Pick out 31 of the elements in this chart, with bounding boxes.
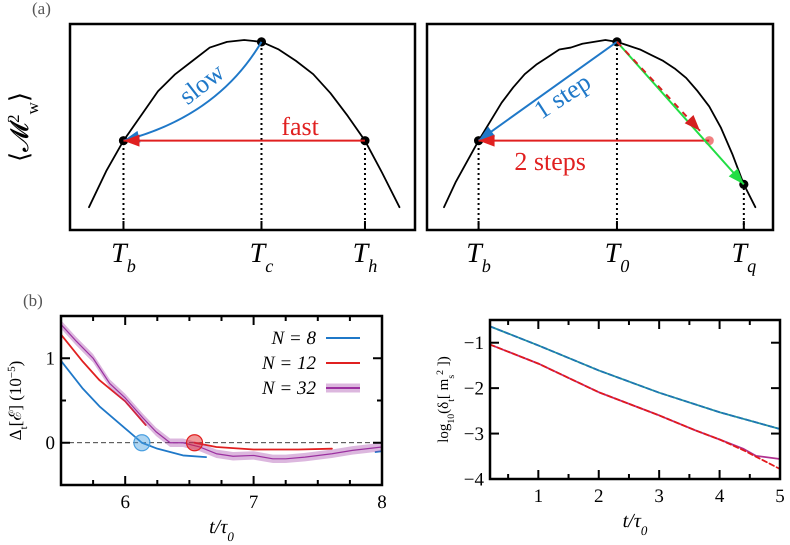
chart-title: (b) [23,291,43,310]
x-tick-label: 8 [377,492,387,513]
x-tick-label: 2 [594,486,604,507]
x-axis-title: t/τ$_{0}$ [622,510,648,538]
annotation: fast [281,112,320,142]
x-tick-label: 6 [120,492,130,513]
annotation: slow [173,57,230,110]
x-tick-label: T$_{h}$ [352,238,378,276]
y-tick-label: −2 [464,378,484,400]
y-tick-label: 0 [46,433,55,454]
x-tick-label: 5 [775,486,785,507]
annotation: 2 steps [514,147,586,176]
y-tick-label: −1 [464,332,484,354]
x-tick-label: T$_{c}$ [250,238,274,276]
x-axis-title: t/τ$_{0}$ [209,516,234,544]
y-tick-label: −3 [464,424,484,445]
x-tick-label: 4 [714,486,725,507]
annotation: 1 step [528,67,596,125]
x-tick-label: T$_{0}$ [604,238,630,276]
x-tick-label: T$_{b}$ [466,238,491,276]
chart-title: (a) [32,0,51,18]
x-tick-label: 7 [248,492,258,513]
x-tick-label: 1 [534,486,544,507]
x-tick-label: T$_{b}$ [111,238,136,276]
legend-label: N = 32 [261,378,316,399]
legend-label: N = 8 [270,328,316,349]
y-tick-label: −4 [464,469,484,490]
x-tick-label: 3 [654,486,664,507]
line-series [489,325,781,430]
x-tick-label: T$_{q}$ [731,238,756,276]
legend-label: N = 12 [261,353,316,374]
